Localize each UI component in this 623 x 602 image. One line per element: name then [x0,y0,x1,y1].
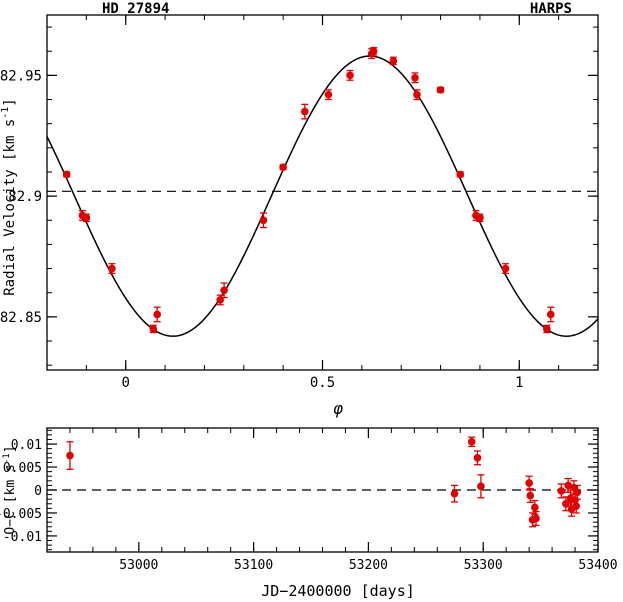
y-tick-label: 0 [34,484,42,499]
data-point [62,170,71,179]
data-point [346,69,354,81]
data-point [220,282,228,299]
y-tick-label: -0.005 [0,507,42,522]
point-marker [467,437,476,446]
data-point [543,324,551,334]
data-point [476,213,484,223]
x-tick-label: 0.5 [310,375,335,391]
point-marker [369,47,378,56]
data-point [477,474,485,499]
point-marker [546,310,555,319]
data-point [525,475,533,491]
data-point [546,306,555,323]
y-tick-label: 0.01 [11,438,42,453]
point-marker [149,325,158,333]
residuals-panel: 53000 53100 53200 53300 53400 -0.01 -0.005 0 0.… [0,427,618,600]
point-marker [525,479,533,487]
data-point [501,263,510,275]
point-marker [66,451,74,460]
x-tick-label: 53200 [349,558,388,573]
y-tick-label: 82.85 [0,310,42,326]
data-point [153,306,161,323]
point-marker [456,170,465,179]
x-tick-label: 0 [121,375,129,391]
data-point [149,324,158,334]
data-point [450,484,459,503]
point-marker [259,216,268,225]
point-marker [477,482,485,491]
point-marker [473,454,482,462]
point-marker [153,310,161,319]
point-marker [436,86,445,94]
data-point [557,483,566,499]
data-point [473,450,482,466]
title-left: HD 27894 [102,1,169,17]
point-marker [411,73,419,82]
data-point [532,510,540,527]
y-tick-label: -0.01 [3,530,42,545]
data-point [413,89,421,101]
point-marker [324,90,333,99]
x-tick-label: 1 [515,375,523,391]
point-marker [543,325,551,333]
point-marker [300,107,309,116]
model-curve [46,55,599,337]
data-point [456,170,465,179]
data-point [467,436,476,448]
data-point [259,212,268,229]
point-marker [346,71,354,80]
x-tick-label: 53400 [578,558,617,573]
x-tick-label: 53300 [464,558,503,573]
data-point [324,89,333,101]
point-marker [532,514,540,523]
data-point [389,56,398,66]
point-marker [108,264,116,273]
rv-phase-panel: HD 27894 HARPS 0 0.5 1 82.85 82.9 82.95 φ Ra… [0,1,599,418]
point-marker [279,163,287,171]
point-marker [526,491,535,500]
oc-axis-label: O−C [km s-1] [2,445,18,534]
point-marker [501,264,510,273]
point-marker [220,286,228,295]
point-marker [413,90,421,99]
point-marker [450,489,459,498]
point-marker [389,57,398,65]
jd-axis-label: JD−2400000 [days] [261,582,415,600]
point-marker [562,499,570,508]
title-right: HARPS [530,1,572,17]
data-point [279,163,287,171]
point-marker [564,481,572,490]
y-tick-label: 82.95 [0,68,42,84]
x-tick-label: 53000 [119,558,158,573]
x-tick-label: 53100 [234,558,273,573]
rv-axis-label: Radial Velocity [km s-1] [0,98,18,296]
data-point [300,103,309,120]
point-marker [82,214,91,222]
data-point [411,72,419,84]
point-marker [62,170,71,179]
data-point [108,263,116,275]
phase-axis-label: φ [333,399,343,418]
point-marker [573,488,582,497]
y-tick-label: 0.005 [3,461,42,476]
data-point [66,441,74,470]
data-point [82,213,91,223]
data-point [573,484,582,500]
point-marker [557,487,566,495]
y-tick-label: 82.9 [8,189,42,205]
point-marker [476,214,484,222]
data-point [369,46,378,56]
point-marker [531,503,539,512]
data-point [526,487,535,504]
rv-plot-frame [46,14,599,371]
point-marker [572,502,580,510]
data-point [436,86,445,94]
